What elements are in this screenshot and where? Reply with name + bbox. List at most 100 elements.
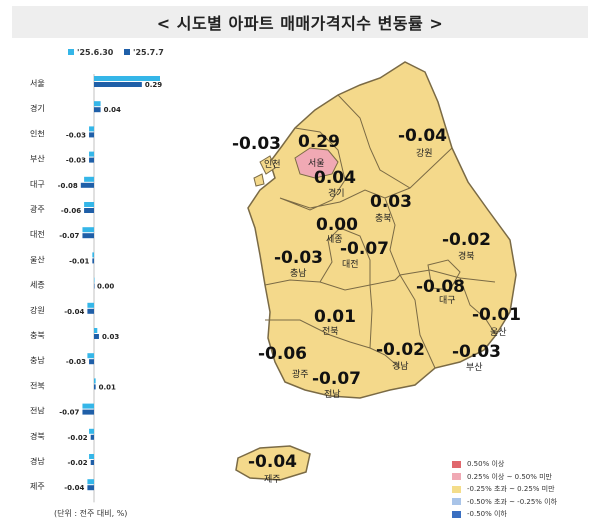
bar	[84, 208, 94, 213]
map-label-gyeonggi-value: 0.04	[314, 168, 356, 188]
legend-label: 0.50% 이상	[467, 460, 505, 468]
bar	[94, 384, 96, 390]
bar	[87, 302, 94, 308]
mainland-shape	[247, 61, 517, 399]
map-label-ulsan-name: 울산	[490, 327, 507, 338]
category-label: 대전	[30, 229, 45, 239]
map-label-busan-name: 부산	[466, 362, 483, 373]
legend-row: -0.25% 초과 ~ 0.25% 미만	[452, 483, 557, 496]
map-label-jeju-value: -0.04	[248, 452, 297, 472]
jeju-shape	[235, 445, 311, 481]
map-label-gyeongnam-name: 경남	[392, 360, 409, 372]
map-label-seoul-name: 서울	[308, 158, 325, 169]
map-label-seoul-value: 0.29	[298, 132, 340, 152]
bar	[90, 460, 94, 465]
mainland-map	[247, 61, 517, 399]
map-label-chungbuk-value: 0.03	[370, 192, 412, 212]
bar	[84, 202, 94, 207]
bar	[89, 157, 94, 163]
map-label-gwangju-name: 광주	[292, 368, 309, 380]
bar	[94, 334, 99, 339]
bar	[87, 485, 94, 491]
bar	[92, 252, 94, 258]
category-label: 경북	[30, 431, 45, 441]
category-label: 세종	[30, 281, 45, 290]
legend-swatch	[452, 460, 461, 468]
bar	[89, 151, 94, 157]
map-label-gyeongbuk-name: 경북	[458, 250, 475, 262]
bar	[90, 434, 94, 440]
category-label: 광주	[30, 204, 45, 214]
legend-label: '25.6.30	[77, 48, 114, 57]
bar	[94, 328, 98, 333]
bar	[89, 454, 94, 459]
category-label: 전북	[30, 380, 45, 390]
map-label-daegu-name: 대구	[439, 295, 456, 306]
bar	[80, 182, 94, 188]
map-label-daejeon-value: -0.07	[340, 239, 389, 259]
chart-title: < 시도별 아파트 매매가격지수 변동률 >	[156, 14, 444, 33]
value-label: -0.02	[68, 434, 88, 442]
value-label: 0.01	[99, 383, 116, 391]
bar	[87, 308, 94, 314]
legend-swatch	[452, 473, 461, 481]
legend-swatch	[452, 510, 461, 518]
map-label-jeonnam-value: -0.07	[312, 369, 361, 389]
value-label: 0.29	[145, 81, 162, 89]
bar	[94, 277, 95, 283]
map-label-daegu-value: -0.08	[416, 277, 465, 297]
legend-label: -0.25% 초과 ~ 0.25% 미만	[467, 485, 555, 493]
legend-row: -0.50% 이하	[452, 508, 557, 521]
map-label-gyeongnam-value: -0.02	[376, 340, 425, 360]
value-label: -0.08	[58, 182, 78, 190]
map-labels: -0.03 인천 0.29 서울 0.04 경기 -0.04 강원 0.03 충…	[232, 126, 520, 485]
bar	[87, 353, 94, 359]
map-label-jeju-name: 제주	[264, 474, 281, 485]
category-label: 대구	[30, 180, 45, 189]
map-label-gyeonggi-name: 경기	[328, 187, 345, 199]
title-bar: < 시도별 아파트 매매가격지수 변동률 >	[12, 6, 588, 38]
bar	[82, 233, 94, 239]
bar	[89, 126, 94, 132]
value-label: -0.03	[66, 358, 86, 366]
category-label: 경남	[30, 456, 45, 466]
value-label: -0.02	[68, 459, 88, 467]
incheon-islands	[253, 155, 276, 187]
category-label: 전남	[30, 406, 45, 416]
value-label: -0.01	[69, 257, 89, 265]
unit-note: (단위 : 전주 대비, %)	[54, 509, 128, 518]
category-label: 충북	[30, 331, 45, 340]
map-label-chungnam-value: -0.03	[274, 248, 323, 268]
map-label-chungnam-name: 충남	[290, 268, 307, 279]
category-label: 부산	[30, 154, 45, 164]
value-label: -0.03	[66, 157, 86, 165]
bar	[94, 283, 95, 289]
value-label: 0.03	[102, 333, 119, 341]
bar	[94, 82, 142, 87]
map-label-incheon-value: -0.03	[232, 134, 281, 154]
map-label-jeonbuk-value: 0.01	[314, 307, 356, 327]
bar	[84, 176, 94, 182]
map-legend: 0.50% 이상 0.25% 이상 ~ 0.50% 미만 -0.25% 초과 ~…	[452, 458, 557, 521]
value-label: -0.06	[61, 207, 81, 215]
seoul-shape	[294, 147, 339, 179]
category-label: 충남	[30, 356, 45, 365]
legend-label: '25.7.7	[133, 48, 164, 57]
value-label: -0.04	[64, 308, 84, 316]
daegu-shape	[427, 259, 461, 291]
value-label: -0.07	[59, 232, 79, 240]
category-label: 강원	[30, 305, 45, 315]
map-label-busan-value: -0.03	[452, 342, 501, 362]
value-label: 0.04	[104, 106, 121, 114]
legend-swatch	[452, 498, 461, 506]
legend-row: 0.50% 이상	[452, 458, 557, 471]
map-label-jeonnam-name: 전남	[324, 389, 341, 400]
map-label-chungbuk-name: 충북	[375, 213, 392, 224]
value-label: -0.07	[59, 409, 79, 417]
value-label: -0.03	[66, 131, 86, 139]
legend-label: -0.50% 초과 ~ -0.25% 이하	[467, 497, 558, 506]
bar	[89, 428, 94, 434]
legend-row: -0.50% 초과 ~ -0.25% 이하	[452, 496, 557, 509]
value-label: -0.04	[64, 484, 84, 492]
bar	[94, 378, 96, 384]
